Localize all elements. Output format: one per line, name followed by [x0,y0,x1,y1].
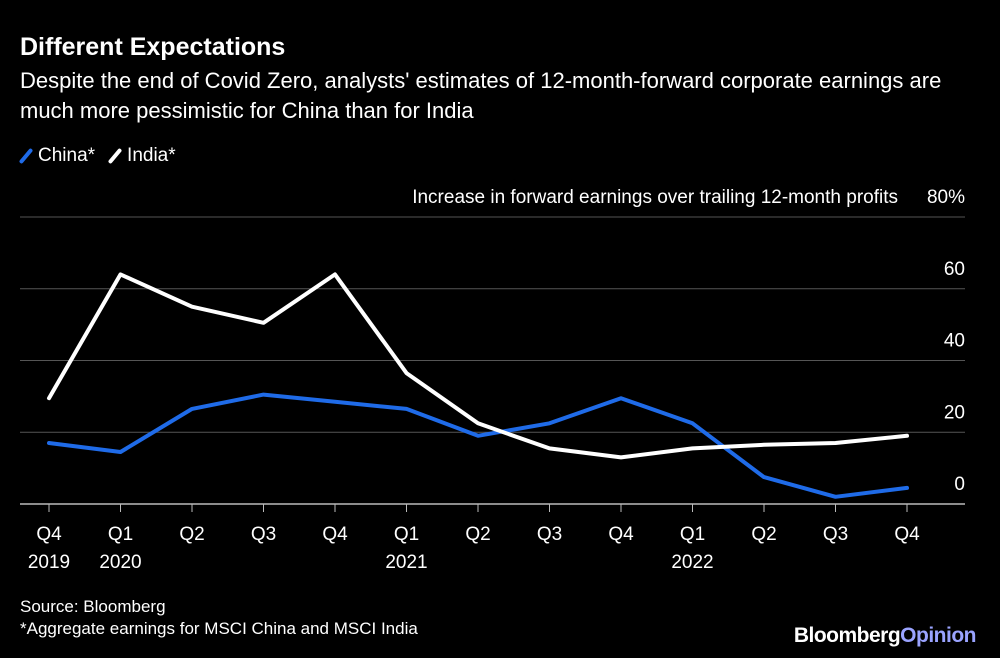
brand-accent: Opinion [900,624,976,647]
x-tick-label-11: Q3 [823,524,848,545]
y-tick-label-20: 20 [944,402,965,423]
x-tick-label-8: Q4 [608,524,634,545]
x-tick-label-6: Q2 [465,524,490,545]
x-tick-label-0: Q4 [36,524,62,545]
y-tick-label-80: 80% [927,187,965,208]
legend-item-india: India* [107,145,176,167]
x-tick-label-7: Q3 [537,524,562,545]
y-tick-label-40: 40 [944,331,965,352]
x-year-label-9: 2022 [671,552,713,573]
x-year-label-5: 2021 [385,552,427,573]
chart-title: Different Expectations [20,33,286,61]
legend-label-india: India* [127,145,176,166]
y-tick-label-60: 60 [944,259,965,280]
x-tick-label-12: Q4 [894,524,920,545]
x-tick-label-4: Q4 [322,524,348,545]
legend-label-china: China* [38,145,96,166]
y-tick-label-0: 0 [954,474,965,495]
chart-subtitle: Despite the end of Covid Zero, analysts'… [20,68,942,123]
legend-item-china: China* [18,145,96,167]
series-line-china [47,392,909,499]
x-tick-label-9: Q1 [680,524,705,545]
x-tick-label-2: Q2 [179,524,204,545]
x-tick-label-1: Q1 [108,524,133,545]
legend: China* India* [18,145,190,167]
footnote: *Aggregate earnings for MSCI China and M… [20,619,418,638]
x-tick-label-3: Q3 [251,524,276,545]
x-year-label-0: 2019 [28,552,70,573]
y-axis-title: Increase in forward earnings over traili… [412,187,898,208]
brand-logo: BloombergOpinion [793,624,977,648]
x-tick-label-10: Q2 [751,524,776,545]
source-note: Source: Bloomberg [20,597,166,616]
x-year-label-1: 2020 [99,552,141,573]
x-tick-label-5: Q1 [394,524,419,545]
brand-main: Bloomberg [793,624,901,647]
series-line-india [47,272,909,460]
